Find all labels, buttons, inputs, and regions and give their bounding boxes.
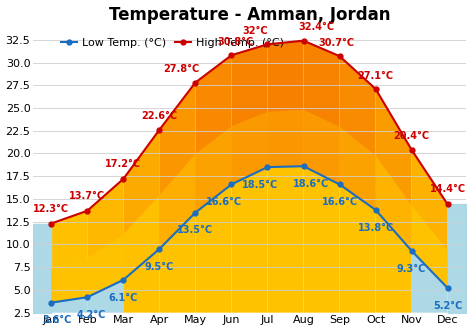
Text: 30.8°C: 30.8°C [217,37,253,47]
Text: 18.6°C: 18.6°C [292,179,329,189]
Polygon shape [375,89,411,251]
Text: 4.2°C: 4.2°C [76,310,106,320]
Polygon shape [87,280,123,313]
Text: 14.4°C: 14.4°C [429,184,466,194]
Text: 9.3°C: 9.3°C [397,263,426,273]
Polygon shape [123,130,159,280]
Polygon shape [195,55,231,213]
Text: 30.7°C: 30.7°C [318,38,354,48]
Polygon shape [123,249,159,313]
Polygon shape [159,154,195,249]
Legend: Low Temp. (°C), High Temp. (°C): Low Temp. (°C), High Temp. (°C) [56,33,288,52]
Polygon shape [231,167,267,313]
Polygon shape [231,112,267,184]
Polygon shape [267,41,303,167]
Polygon shape [411,251,447,313]
Polygon shape [303,110,339,184]
Polygon shape [51,211,87,303]
Polygon shape [267,110,303,167]
Text: 32.4°C: 32.4°C [298,23,334,32]
Polygon shape [411,205,447,288]
Polygon shape [303,166,339,313]
Polygon shape [195,126,231,213]
Text: 13.8°C: 13.8°C [357,223,394,233]
Text: 9.5°C: 9.5°C [145,262,174,272]
Text: 6.1°C: 6.1°C [109,293,138,303]
Text: 5.2°C: 5.2°C [433,301,462,311]
Text: 3.6°C: 3.6°C [42,315,71,325]
Polygon shape [159,213,195,313]
Polygon shape [51,258,87,303]
Polygon shape [87,234,123,297]
Polygon shape [375,156,411,251]
Text: 18.5°C: 18.5°C [242,180,278,190]
Text: 22.6°C: 22.6°C [141,111,177,121]
Polygon shape [375,210,411,313]
Text: 20.4°C: 20.4°C [393,131,430,141]
Text: 32°C: 32°C [242,26,268,36]
Text: 13.7°C: 13.7°C [69,191,105,201]
Polygon shape [195,184,231,313]
Polygon shape [87,179,123,297]
Text: 27.8°C: 27.8°C [163,64,199,74]
Text: 16.6°C: 16.6°C [206,197,242,207]
Polygon shape [123,195,159,280]
Polygon shape [231,44,267,184]
Text: 16.6°C: 16.6°C [321,197,357,207]
Text: 17.2°C: 17.2°C [105,159,141,169]
Polygon shape [159,82,195,249]
Polygon shape [51,297,87,313]
Polygon shape [267,166,303,313]
Polygon shape [411,150,447,288]
Polygon shape [339,184,375,313]
Polygon shape [303,41,339,184]
Title: Temperature - Amman, Jordan: Temperature - Amman, Jordan [109,6,390,24]
Text: 27.1°C: 27.1°C [357,71,393,81]
Polygon shape [339,127,375,210]
Text: 13.5°C: 13.5°C [177,225,213,235]
Polygon shape [339,56,375,210]
Text: 12.3°C: 12.3°C [33,204,69,213]
